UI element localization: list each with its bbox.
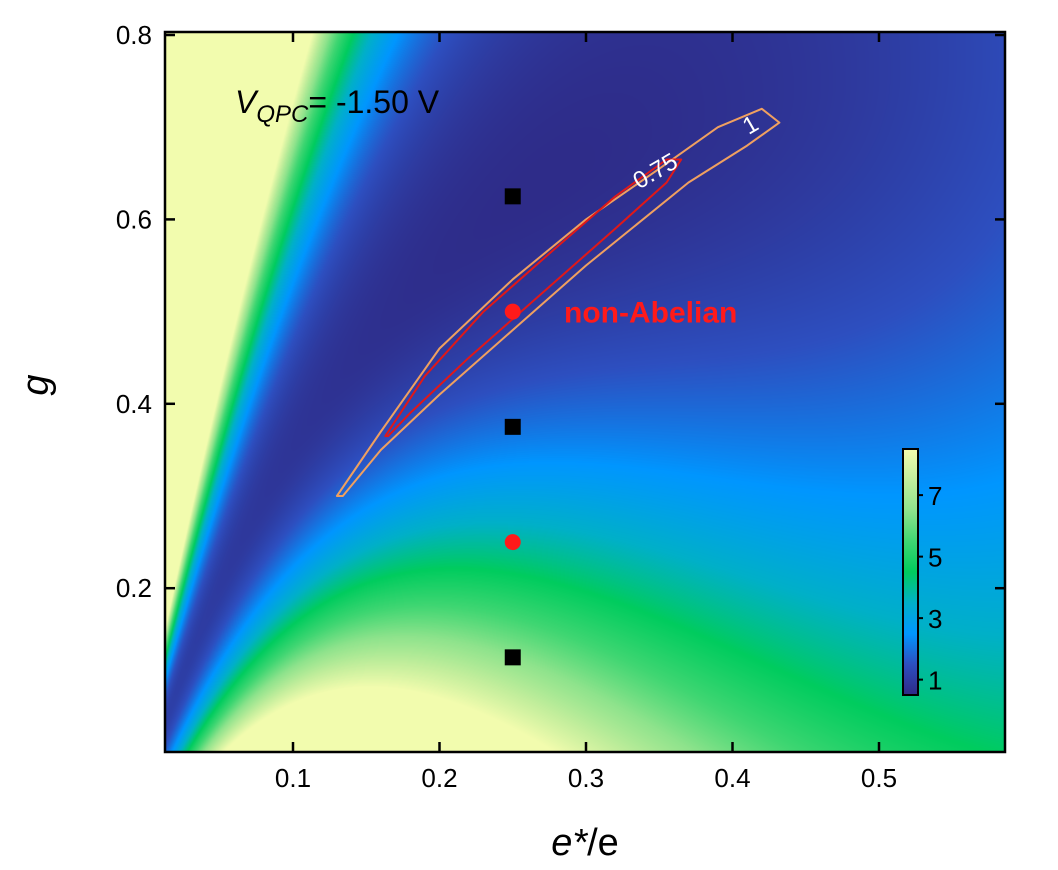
x-tick-label: 0.3 — [568, 763, 604, 793]
contour-line-0.75 — [384, 158, 683, 438]
circle-marker — [504, 534, 521, 551]
square-marker — [504, 418, 521, 435]
y-axis-label: g — [15, 374, 57, 395]
vqpc-sub: QPC — [256, 101, 309, 128]
heatmap — [165, 32, 1005, 752]
x-axis-label-main: e* — [551, 822, 588, 864]
colorbar-tick-label: 7 — [928, 481, 942, 511]
square-marker — [504, 649, 521, 666]
plot-frame — [163, 30, 1007, 754]
square-marker — [504, 188, 521, 205]
vqpc-annotation: VQPC= -1.50 V — [235, 84, 440, 128]
vqpc-value: = -1.50 V — [308, 84, 439, 120]
x-tick-label: 0.4 — [714, 763, 750, 793]
vqpc-v: V — [235, 84, 259, 120]
x-axis-label: e*/e — [551, 822, 619, 864]
colorbar-tick-label: 3 — [928, 604, 942, 634]
y-tick-label: 0.8 — [116, 20, 152, 50]
circle-marker — [504, 303, 521, 320]
y-tick-label: 0.4 — [116, 389, 152, 419]
x-tick-label: 0.5 — [861, 763, 897, 793]
x-axis-label-rest: /e — [587, 822, 619, 864]
colorbar-tick-label: 5 — [928, 543, 942, 573]
non-abelian-label: non-Abelian — [564, 297, 737, 330]
x-tick-label: 0.2 — [421, 763, 457, 793]
x-tick-label: 0.1 — [275, 763, 311, 793]
colorbar-tick-label: 1 — [928, 666, 942, 696]
contour-line-1 — [335, 107, 781, 497]
y-tick-label: 0.6 — [116, 204, 152, 234]
contour-label: 0.75 — [629, 148, 683, 195]
contour-label: 1 — [738, 110, 763, 140]
y-tick-label: 0.2 — [116, 573, 152, 603]
colorbar — [902, 448, 919, 696]
